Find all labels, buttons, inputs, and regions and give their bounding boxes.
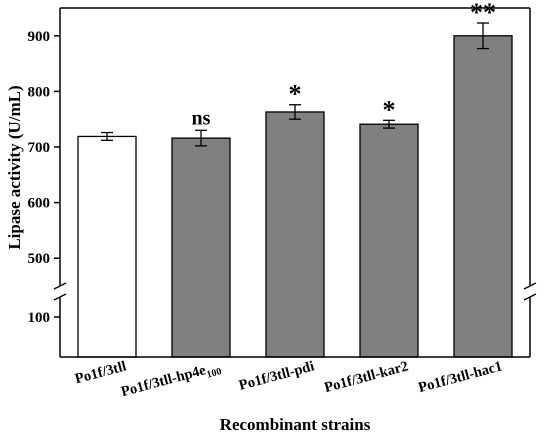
bar-2 [171,137,231,358]
significance-label-3: * [289,80,302,109]
axes-layer: 100 500 600 700 800 900 [28,7,537,358]
bar-3 [265,111,325,358]
axis-break-marks [53,282,537,301]
y-tick-label-5: 800 [28,84,51,100]
y-axis-title: Lipase activity (U/mL) [5,85,24,249]
y-tick-label-3: 600 [28,196,51,212]
y-tick-label-1: 100 [28,310,51,326]
significance-label-5: ** [470,0,496,27]
error-bar-4 [383,119,395,129]
category-label-1: Po1f/3tll [73,358,128,387]
error-bar-1 [101,131,113,141]
error-bar-2 [195,129,207,147]
x-axis-title: Recombinant strains [220,415,371,434]
category-label-5: Po1f/3tll-hac1 [417,358,504,396]
y-tick-label-6: 900 [28,29,51,45]
category-label-4: Po1f/3tll-kar2 [323,358,410,396]
bars-layer [77,22,513,358]
bar-1 [77,135,137,358]
bar-4 [359,123,419,358]
error-bar-5 [477,22,489,50]
y-tick-label-4: 700 [28,140,51,156]
significance-label-4: * [383,95,396,124]
error-bar-3 [289,104,301,120]
y-tick-label-2: 500 [28,251,51,267]
category-label-2: Po1f/3tll-hp4e100 [119,358,222,403]
category-label-3: Po1f/3tll-pdi [237,358,316,393]
significance-label-2: ns [192,107,211,129]
bar-5 [453,35,513,358]
